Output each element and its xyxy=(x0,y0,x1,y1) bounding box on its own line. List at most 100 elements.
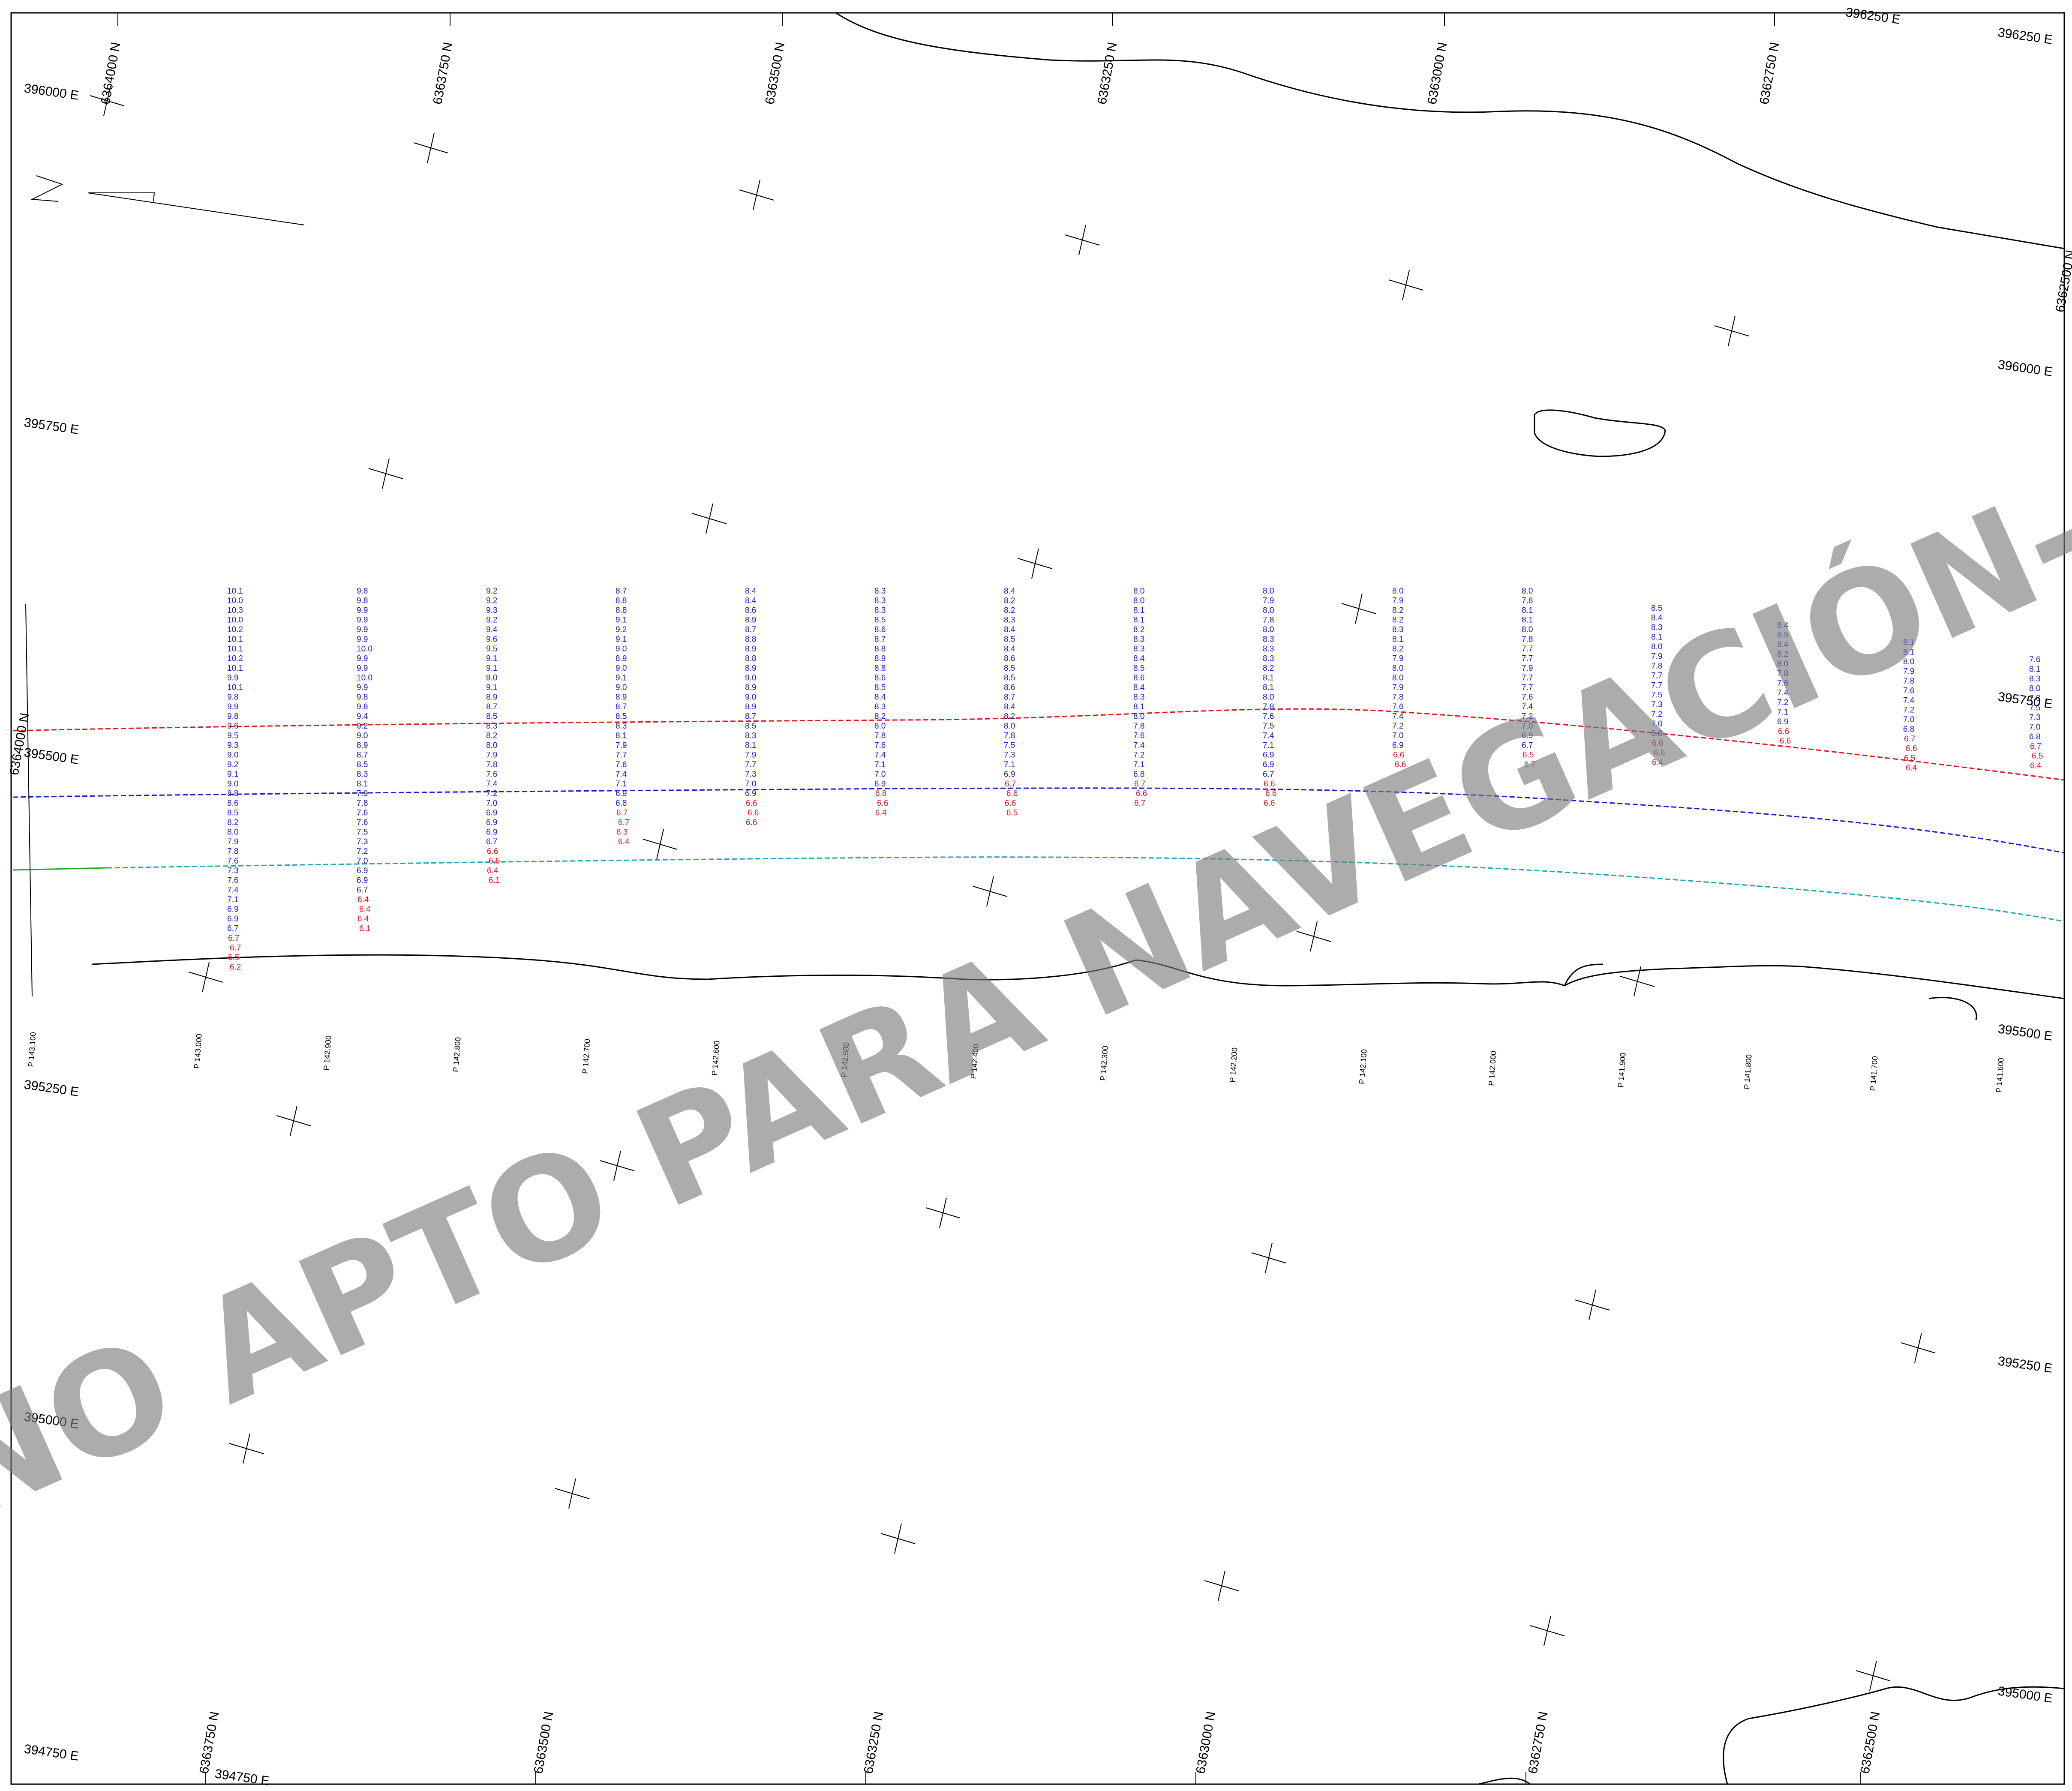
sounding-deep: 8.0 xyxy=(874,722,886,731)
sounding-shallow: 6.3 xyxy=(616,828,628,837)
grid-cross xyxy=(986,876,994,907)
sounding-shallow: 6.4 xyxy=(1906,764,1917,773)
sounding-deep: 8.3 xyxy=(1133,645,1144,654)
sounding-shallow: 6.6 xyxy=(1264,780,1275,789)
sounding-deep: 8.4 xyxy=(1651,614,1663,623)
sounding-deep: 8.0 xyxy=(1263,625,1274,634)
grid-cross xyxy=(1355,593,1363,624)
profile-label: P 142.000 xyxy=(1487,1050,1498,1086)
sounding-deep: 7.3 xyxy=(227,867,238,876)
sounding-deep: 8.9 xyxy=(486,693,497,702)
contour-line-green xyxy=(12,867,108,871)
sounding-deep: 8.9 xyxy=(745,702,756,711)
sounding-deep: 7.3 xyxy=(2029,713,2040,722)
sounding-deep: 9.1 xyxy=(616,674,627,683)
sounding-shallow: 6.6 xyxy=(1265,789,1276,798)
sounding-deep: 7.5 xyxy=(1004,741,1015,750)
sounding-deep: 7.8 xyxy=(1522,597,1533,606)
sounding-deep: 9.1 xyxy=(486,654,497,663)
easting-label-right: 396000 E xyxy=(1997,357,2054,379)
sounding-deep: 8.6 xyxy=(1004,683,1015,692)
sounding-deep: 7.4 xyxy=(1777,689,1789,698)
grid-crosses xyxy=(90,85,1936,1691)
sounding-deep: 7.6 xyxy=(227,857,238,866)
sounding-deep: 8.1 xyxy=(1263,683,1274,692)
sounding-deep: 9.1 xyxy=(486,664,497,673)
sounding-shallow: 6.4 xyxy=(1652,758,1664,767)
sounding-deep: 9.1 xyxy=(616,616,627,625)
sounding-deep: 8.2 xyxy=(1133,625,1144,634)
sounding-deep: 10.0 xyxy=(227,616,243,625)
sounding-shallow: 6.7 xyxy=(228,934,239,943)
sounding-deep: 8.2 xyxy=(1392,606,1403,615)
sounding-deep: 9.0 xyxy=(357,732,368,741)
sounding-deep: 8.3 xyxy=(1263,645,1274,654)
sounding-deep: 8.9 xyxy=(745,664,756,673)
sounding-shallow: 6.7 xyxy=(2030,742,2041,751)
sounding-deep: 9.9 xyxy=(357,664,368,673)
sounding-deep: 6.9 xyxy=(1263,760,1274,769)
sounding-deep: 8.3 xyxy=(1651,623,1662,632)
sounding-deep: 8.1 xyxy=(745,741,756,750)
sounding-deep: 8.4 xyxy=(1004,587,1015,596)
sounding-shallow: 6.6 xyxy=(487,847,498,856)
sounding-deep: 8.1 xyxy=(1263,674,1274,683)
northing-label-top: 6363250 N xyxy=(1095,41,1120,105)
sounding-deep: 9.1 xyxy=(486,683,497,692)
sounding-deep: 8.3 xyxy=(2029,675,2040,684)
sounding-deep: 8.3 xyxy=(874,606,886,615)
sounding-deep: 9.9 xyxy=(227,674,238,683)
sounding-deep: 8.9 xyxy=(874,654,886,663)
sounding-deep: 6.9 xyxy=(745,789,756,798)
northing-label-top: 6363750 N xyxy=(430,41,455,105)
sounding-shallow: 6.6 xyxy=(1136,789,1147,798)
sounding-deep: 8.2 xyxy=(1392,645,1403,654)
sounding-deep: 10.3 xyxy=(227,606,243,615)
easting-label-left: 395250 E xyxy=(23,1077,80,1099)
sounding-deep: 7.0 xyxy=(486,799,497,808)
sounding-deep: 8.5 xyxy=(227,809,238,818)
sounding-deep: 9.6 xyxy=(486,635,497,644)
sounding-deep: 8.0 xyxy=(1522,587,1533,596)
sounding-deep: 7.2 xyxy=(1651,710,1662,719)
sounding-deep: 8.5 xyxy=(616,712,627,721)
grid-cross xyxy=(103,85,111,116)
sounding-deep: 8.0 xyxy=(1004,722,1015,731)
sounding-shallow: 6.4 xyxy=(357,915,369,924)
sounding-deep: 7.4 xyxy=(616,770,627,779)
sounding-deep: 8.0 xyxy=(1263,693,1274,702)
sounding-deep: 9.9 xyxy=(357,635,368,644)
grid-cross xyxy=(427,132,435,163)
sounding-deep: 9.5 xyxy=(486,645,497,654)
sounding-deep: 6.9 xyxy=(486,809,497,818)
sounding-deep: 8.0 xyxy=(1392,664,1403,673)
sounding-shallow: 6.5 xyxy=(489,857,500,866)
sounding-deep: 6.9 xyxy=(1777,717,1788,726)
island-outline xyxy=(1534,409,1666,457)
sounding-deep: 8.2 xyxy=(874,712,886,721)
sounding-deep: 7.1 xyxy=(1133,760,1144,769)
profile-label: P 143.100 xyxy=(27,1032,38,1067)
sounding-deep: 7.8 xyxy=(1263,702,1274,711)
sounding-shallow: 6.5 xyxy=(1006,809,1018,818)
sounding-deep: 9.8 xyxy=(357,693,368,702)
sounding-deep: 9.1 xyxy=(227,770,238,779)
grid-cross xyxy=(382,458,390,489)
sounding-deep: 8.7 xyxy=(486,702,497,711)
sounding-deep: 8.0 xyxy=(227,828,238,837)
sounding-deep: 7.3 xyxy=(1004,751,1015,760)
sounding-deep: 7.6 xyxy=(1903,687,1914,696)
sounding-deep: 9.1 xyxy=(616,635,627,644)
sounding-deep: 7.9 xyxy=(486,751,497,760)
sounding-deep: 7.9 xyxy=(1392,683,1403,692)
sounding-deep: 7.3 xyxy=(1651,700,1662,709)
contour-line-blue xyxy=(12,787,2065,854)
sounding-shallow: 6.5 xyxy=(2032,752,2043,761)
coordinate-labels-layer: 6364000 N 6363750 N 6363500 N 6363250 N 6363… xyxy=(7,5,2072,1788)
northing-label-top: 6363500 N xyxy=(763,41,787,105)
sounding-deep: 9.3 xyxy=(486,606,497,615)
sounding-shallow: 6.7 xyxy=(1005,780,1016,789)
sounding-deep: 9.2 xyxy=(486,587,497,596)
sounding-deep: 6.8 xyxy=(1903,725,1914,734)
